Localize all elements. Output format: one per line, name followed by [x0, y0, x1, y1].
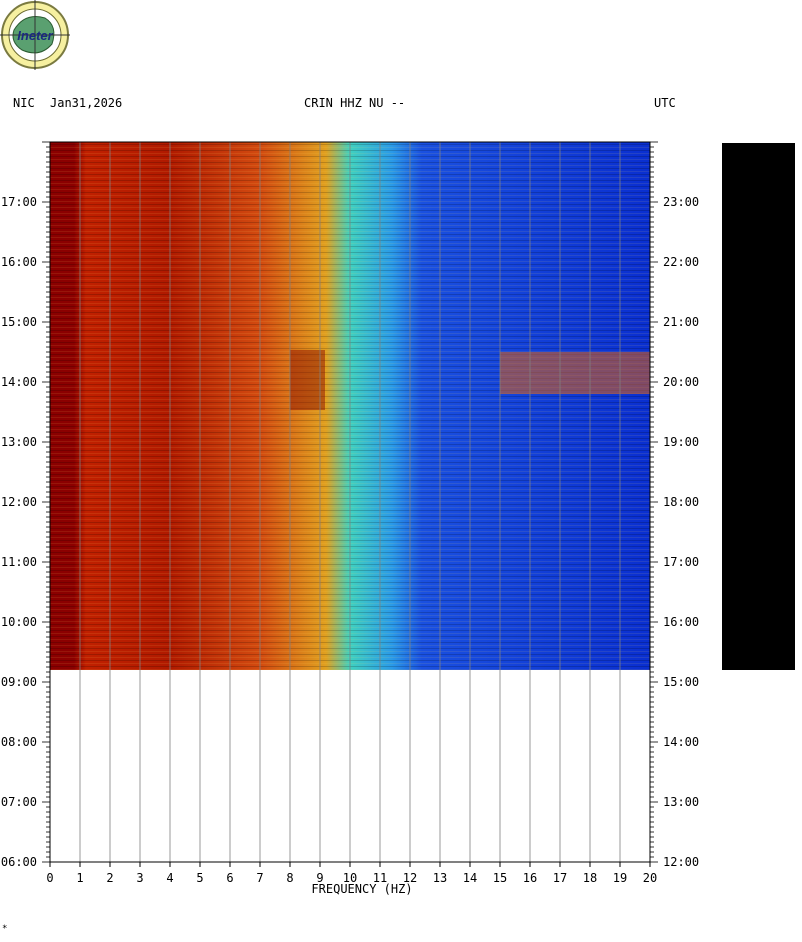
right-time-tick-label: 17:00 — [663, 555, 699, 569]
x-tick-label: 10 — [343, 871, 357, 885]
x-tick-label: 17 — [553, 871, 567, 885]
left-time-tick-label: 17:00 — [1, 195, 37, 209]
x-tick-label: 20 — [643, 871, 657, 885]
left-time-tick-label: 11:00 — [1, 555, 37, 569]
left-time-tick-label: 06:00 — [1, 855, 37, 869]
corner-mark: * — [2, 924, 8, 934]
left-time-tick-label: 14:00 — [1, 375, 37, 389]
left-time-tick-label: 15:00 — [1, 315, 37, 329]
left-time-tick-label: 13:00 — [1, 435, 37, 449]
event-band-high-freq — [500, 352, 650, 394]
right-time-tick-label: 16:00 — [663, 615, 699, 629]
spectrogram-plot-area — [49, 141, 651, 863]
right-time-tick-label: 13:00 — [663, 795, 699, 809]
logo-text: Ineter — [17, 28, 53, 43]
x-tick-label: 15 — [493, 871, 507, 885]
right-time-axis: 23:00 22:00 21:00 20:00 19:00 18:00 17:00 16:00… — [650, 141, 699, 869]
ineter-globe-logo-icon: Ineter — [0, 0, 70, 70]
left-time-axis: 17:00 16:00 15:00 14:00 13:00 12:00 11:00 10:00… — [1, 141, 50, 869]
header-station: CRIN HHZ NU -- — [304, 96, 406, 110]
left-time-tick-label: 08:00 — [1, 735, 37, 749]
x-tick-label: 5 — [196, 871, 203, 885]
x-tick-label: 12 — [403, 871, 417, 885]
right-time-tick-label: 21:00 — [663, 315, 699, 329]
x-tick-label: 13 — [433, 871, 447, 885]
right-time-tick-label: 14:00 — [663, 735, 699, 749]
left-time-tick-label: 12:00 — [1, 495, 37, 509]
x-tick-label: 14 — [463, 871, 477, 885]
x-tick-label: 19 — [613, 871, 627, 885]
x-tick-label: 16 — [523, 871, 537, 885]
right-time-tick-label: 18:00 — [663, 495, 699, 509]
x-tick-label: 8 — [286, 871, 293, 885]
event-band-mid-freq — [290, 350, 325, 410]
ineter-logo: Ineter — [0, 0, 72, 76]
x-tick-label: 7 — [256, 871, 263, 885]
header-network: NIC — [13, 96, 35, 110]
right-time-tick-label: 23:00 — [663, 195, 699, 209]
x-tick-label: 3 — [136, 871, 143, 885]
x-tick-label: 9 — [316, 871, 323, 885]
x-tick-label: 4 — [166, 871, 173, 885]
header-date: Jan31,2026 — [50, 96, 123, 110]
left-time-tick-label: 10:00 — [1, 615, 37, 629]
x-tick-label: 18 — [583, 871, 597, 885]
right-time-tick-label: 15:00 — [663, 675, 699, 689]
right-time-tick-label: 20:00 — [663, 375, 699, 389]
left-time-tick-label: 07:00 — [1, 795, 37, 809]
frequency-gridlines — [79, 142, 621, 862]
frequency-axis: 0 1 2 3 4 5 6 7 8 9 10 11 12 13 14 15 16 17 18 19 20 — [46, 862, 657, 885]
left-time-tick-label: 16:00 — [1, 255, 37, 269]
right-time-tick-label: 22:00 — [663, 255, 699, 269]
x-tick-label: 6 — [226, 871, 233, 885]
black-sidebar-panel — [722, 143, 795, 670]
x-tick-label: 1 — [76, 871, 83, 885]
header-timezone: UTC — [654, 96, 676, 110]
x-tick-label: 0 — [46, 871, 53, 885]
right-time-tick-label: 19:00 — [663, 435, 699, 449]
left-time-tick-label: 09:00 — [1, 675, 37, 689]
x-axis-title: FREQUENCY (HZ) — [311, 882, 412, 896]
right-time-tick-label: 12:00 — [663, 855, 699, 869]
x-tick-label: 2 — [106, 871, 113, 885]
x-tick-label: 11 — [373, 871, 387, 885]
